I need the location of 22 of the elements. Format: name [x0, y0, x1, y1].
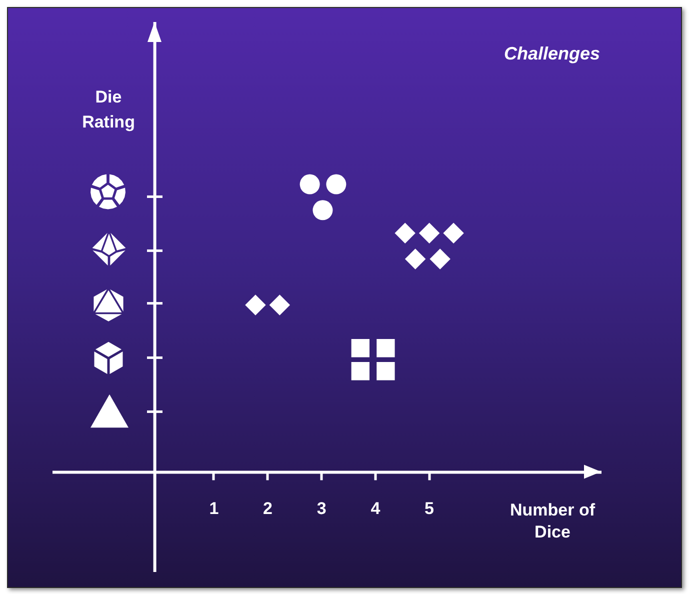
x-tick-label: 3 — [316, 499, 326, 518]
point — [418, 222, 440, 244]
point — [376, 362, 395, 380]
point — [326, 174, 346, 194]
point — [376, 339, 395, 358]
y-axis-title: Die Rating — [82, 88, 135, 132]
point — [269, 294, 290, 316]
x-tick-label: 2 — [263, 499, 273, 518]
point — [394, 222, 416, 244]
point — [351, 339, 370, 358]
point — [443, 222, 464, 244]
point — [351, 362, 370, 380]
x-tick-label: 5 — [424, 499, 434, 518]
chart-title: Challenges — [504, 44, 600, 64]
point — [300, 174, 320, 194]
x-tick-label: 4 — [370, 499, 381, 518]
point — [312, 200, 333, 220]
point — [245, 294, 266, 316]
point — [430, 248, 450, 270]
x-axis-title: Number of Dice — [510, 500, 596, 542]
point — [404, 248, 426, 270]
x-tick-label: 1 — [209, 499, 219, 518]
